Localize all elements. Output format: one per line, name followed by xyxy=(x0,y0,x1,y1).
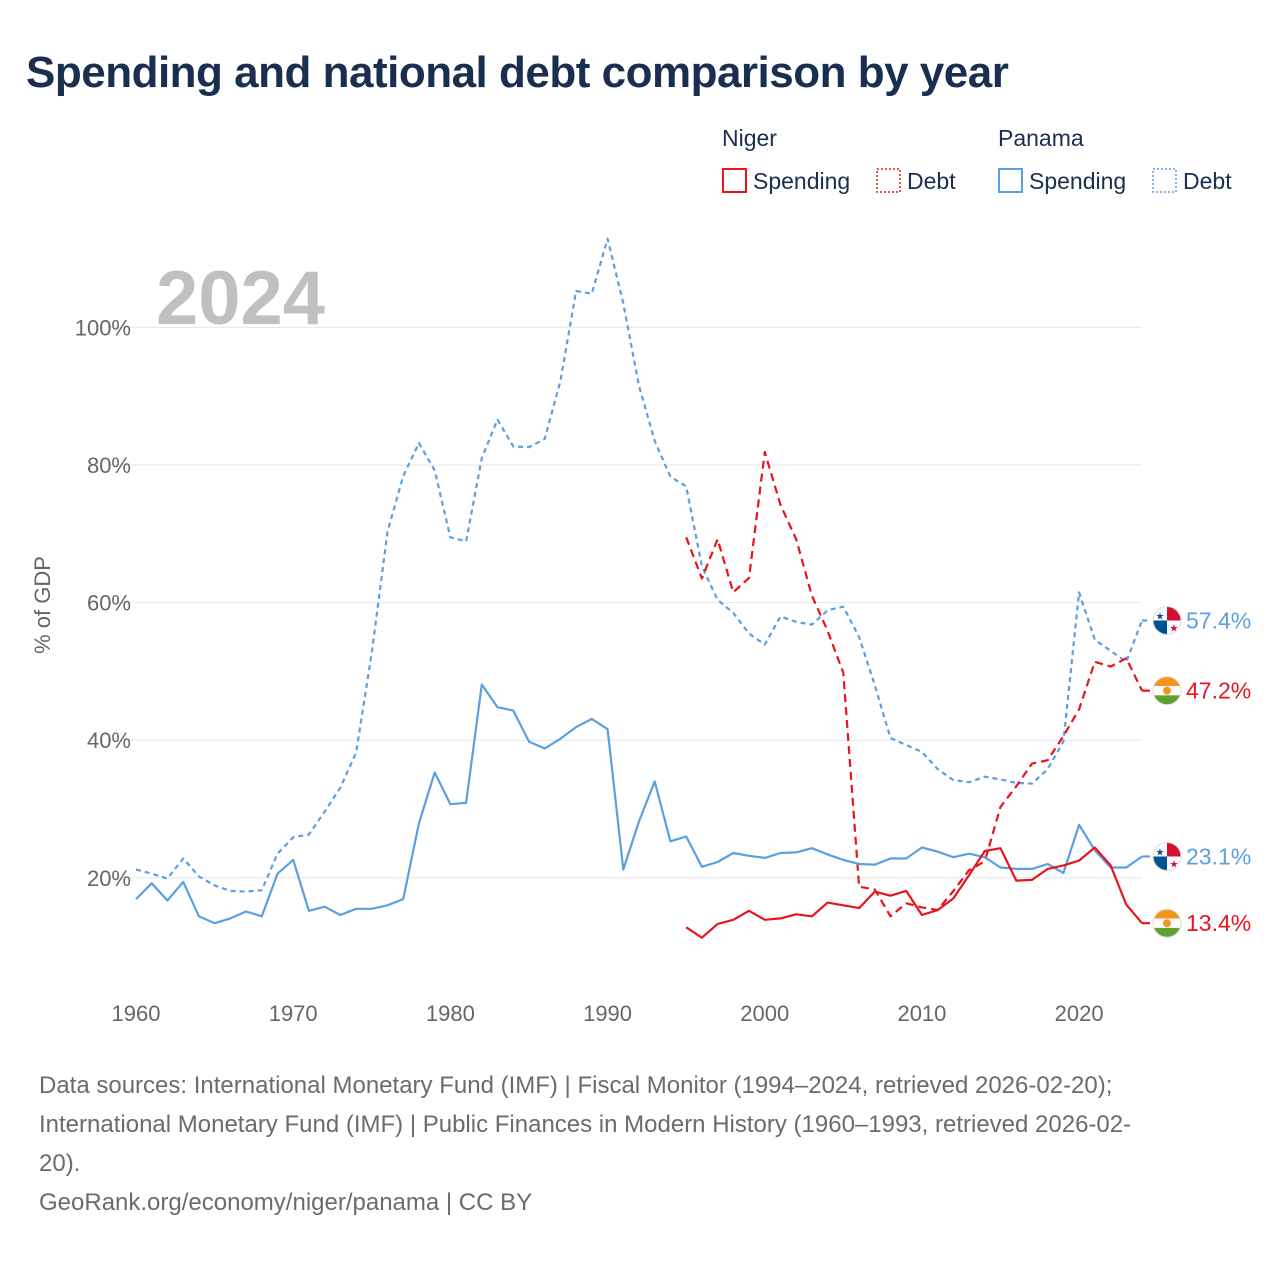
legend-group-panama: Panama xyxy=(998,125,1084,151)
x-tick-label-1970: 1970 xyxy=(269,1001,318,1026)
y-axis-label: % of GDP xyxy=(30,556,55,654)
data-sources-line-3: 20). xyxy=(39,1150,81,1177)
legend-swatch-niger-debt xyxy=(876,168,901,193)
year-watermark: 2024 xyxy=(156,256,325,341)
series-line-panama-spending xyxy=(135,683,1143,925)
y-tick-label-60: 60% xyxy=(87,591,131,616)
legend-label-niger-debt: Debt xyxy=(907,168,956,194)
legend-swatch-niger-spending xyxy=(722,168,747,193)
data-sources-line-2: International Monetary Fund (IMF) | Publ… xyxy=(39,1111,1132,1138)
x-tick-label-2000: 2000 xyxy=(740,1001,789,1026)
y-tick-label-20: 20% xyxy=(87,866,131,891)
end-label-panama-debt: 57.4% xyxy=(1186,608,1251,634)
panama-flag-icon-debt: ★★ xyxy=(1152,606,1182,636)
credit-link[interactable]: GeoRank.org/economy/niger/panama | CC BY xyxy=(39,1189,533,1216)
legend-label-panama-debt: Debt xyxy=(1183,168,1232,194)
niger-flag-icon-spending xyxy=(1152,908,1182,938)
svg-text:★: ★ xyxy=(1170,624,1179,635)
y-tick-label-100: 100% xyxy=(75,315,131,340)
x-tick-label-1980: 1980 xyxy=(426,1001,475,1026)
niger-flag-icon-debt xyxy=(1152,676,1182,706)
panama-flag-icon-spending: ★★ xyxy=(1152,841,1182,871)
x-tick-label-1990: 1990 xyxy=(583,1001,632,1026)
end-label-panama-spending: 23.1% xyxy=(1186,843,1251,869)
legend-label-panama-spending: Spending xyxy=(1029,168,1126,194)
y-tick-label-80: 80% xyxy=(87,453,131,478)
legend-group-niger: Niger xyxy=(722,125,777,151)
svg-text:★: ★ xyxy=(1156,612,1165,623)
x-tick-label-2010: 2010 xyxy=(897,1001,946,1026)
x-tick-label-2020: 2020 xyxy=(1055,1001,1104,1026)
x-tick-label-1960: 1960 xyxy=(112,1001,161,1026)
end-label-niger-spending: 13.4% xyxy=(1186,910,1251,936)
y-tick-label-40: 40% xyxy=(87,728,131,753)
footer: Data sources: International Monetary Fun… xyxy=(39,1066,1239,1222)
svg-text:★: ★ xyxy=(1156,847,1165,858)
data-sources-line-1: Data sources: International Monetary Fun… xyxy=(39,1072,1113,1099)
series-line-niger-debt xyxy=(685,450,1143,918)
legend-label-niger-spending: Spending xyxy=(753,168,850,194)
svg-text:★: ★ xyxy=(1170,859,1179,870)
legend-swatch-panama-spending xyxy=(998,168,1023,193)
legend-swatch-panama-debt xyxy=(1152,168,1177,193)
end-label-niger-debt: 47.2% xyxy=(1186,678,1251,704)
series-line-niger-spending xyxy=(685,846,1143,939)
line-chart: 20% 40% 60% 80% 100% 1960 1970 1980 1990 2000 2010… xyxy=(30,125,1251,1026)
chart-title: Spending and national debt comparison by… xyxy=(26,48,1009,97)
